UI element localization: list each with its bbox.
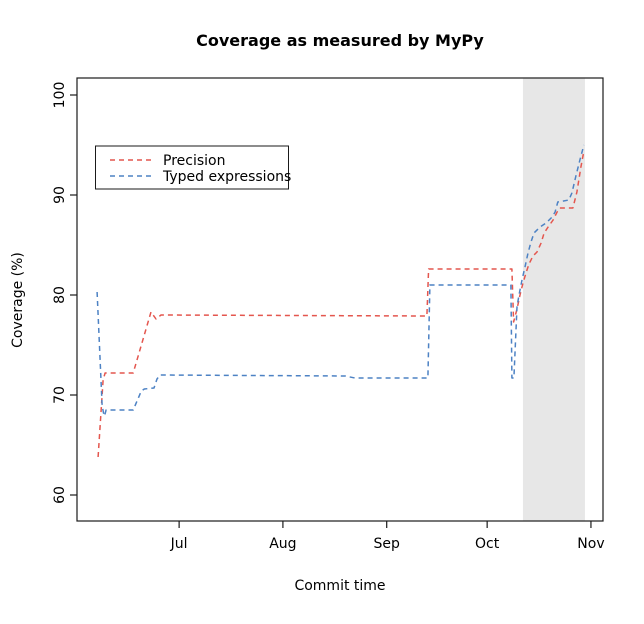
series-line-precision	[97, 150, 585, 458]
shaded-region-layer	[522, 78, 585, 521]
legend-box	[95, 145, 289, 190]
y-tick-label: 90	[52, 186, 68, 204]
y-tick-label: 80	[52, 286, 68, 304]
x-tick-label: Oct	[475, 536, 500, 552]
x-tick-label: Aug	[269, 536, 296, 552]
legend: Precision Typed expressions	[95, 145, 291, 190]
x-tick-label: Jul	[170, 536, 188, 552]
series-line-typed-expressions	[96, 144, 585, 417]
legend-label-precision: Precision	[163, 153, 225, 169]
x-axis-label: Commit time	[294, 578, 385, 594]
chart-title: Coverage as measured by MyPy	[196, 31, 484, 50]
shaded-region	[522, 78, 585, 521]
plot-border	[76, 77, 604, 522]
axis-layer: Jul Aug Sep Oct Nov 60 70 80 90 100	[52, 82, 605, 552]
y-tick-label: 100	[52, 82, 68, 109]
y-axis-label: Coverage (%)	[10, 252, 26, 348]
series-layer	[96, 144, 585, 458]
legend-label-typed-expressions: Typed expressions	[162, 169, 291, 185]
x-tick-label: Sep	[374, 536, 401, 552]
y-tick-label: 70	[52, 386, 68, 404]
x-tick-label: Nov	[577, 536, 604, 552]
y-tick-label: 60	[52, 486, 68, 504]
